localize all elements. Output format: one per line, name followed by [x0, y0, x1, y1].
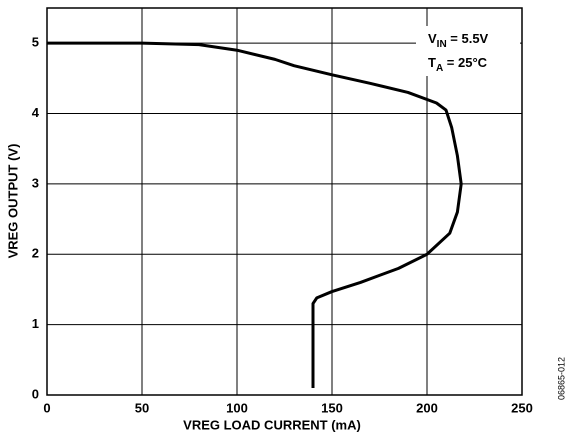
x-tick-label: 250 — [511, 400, 533, 415]
y-tick-label: 5 — [32, 35, 39, 50]
x-tick-label: 0 — [43, 400, 50, 415]
figure-id: 06865-012 — [556, 357, 566, 400]
x-axis-label: VREG LOAD CURRENT (mA) — [183, 417, 361, 432]
data-line — [47, 41, 463, 388]
plot-frame — [46, 7, 523, 396]
y-tick-label: 0 — [32, 386, 39, 401]
y-tick-label: 2 — [32, 246, 39, 261]
y-tick-label: 3 — [32, 175, 39, 190]
x-tick-label: 200 — [416, 400, 438, 415]
x-tick-label: 50 — [135, 400, 149, 415]
y-tick-label: 1 — [32, 316, 39, 331]
y-tick-label: 4 — [32, 105, 40, 120]
annotation: VIN = 5.5V — [428, 31, 489, 49]
annotation-box — [416, 26, 520, 76]
x-tick-label: 100 — [226, 400, 248, 415]
y-axis-label: VREG OUTPUT (V) — [5, 144, 20, 259]
annotation: TA = 25°C — [428, 55, 488, 73]
x-tick-label: 150 — [321, 400, 343, 415]
